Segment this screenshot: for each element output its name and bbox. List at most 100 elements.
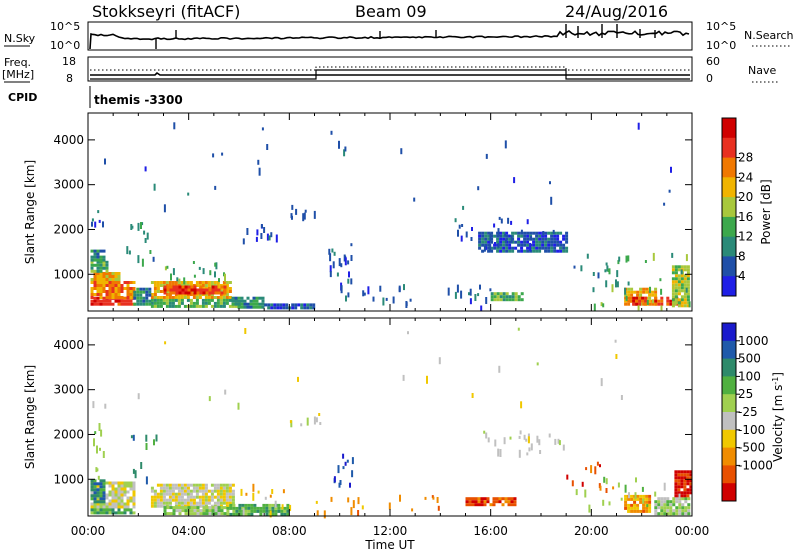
power-cell bbox=[686, 295, 690, 299]
velocity-cell bbox=[277, 509, 281, 513]
power-cell bbox=[511, 298, 515, 302]
velocity-speck bbox=[523, 434, 526, 440]
power-speck bbox=[340, 263, 343, 268]
velocity-cell bbox=[648, 509, 652, 513]
velocity-cell bbox=[192, 501, 196, 505]
power-cell bbox=[499, 234, 503, 238]
velocity-cell bbox=[207, 498, 211, 502]
power-cell bbox=[565, 231, 569, 235]
power-speck bbox=[98, 219, 101, 223]
power-cell bbox=[111, 272, 115, 275]
power-cell bbox=[165, 301, 169, 305]
velocity-scatter bbox=[289, 413, 322, 428]
power-cell bbox=[627, 293, 631, 297]
power-cell bbox=[490, 249, 494, 253]
power-speck bbox=[685, 254, 688, 262]
y-tick-label: 3000 bbox=[53, 178, 84, 192]
power-speck bbox=[214, 185, 217, 190]
velocity-cell bbox=[225, 495, 229, 499]
power-cell bbox=[642, 290, 646, 294]
velocity-cell bbox=[672, 497, 676, 501]
power-cell bbox=[105, 272, 109, 275]
power-cell bbox=[139, 287, 143, 291]
velocity-cell bbox=[126, 502, 130, 506]
velocity-cell bbox=[210, 483, 214, 487]
power-cell bbox=[190, 288, 194, 292]
velocity-cell bbox=[180, 498, 184, 502]
velocity-cell bbox=[204, 489, 208, 493]
power-data-layer bbox=[90, 122, 691, 312]
power-cell bbox=[502, 243, 506, 247]
velocity-cell bbox=[192, 498, 196, 502]
velocity-cell bbox=[108, 481, 112, 485]
power-cell bbox=[225, 284, 229, 287]
power-block bbox=[133, 287, 152, 306]
power-cell bbox=[493, 234, 497, 238]
velocity-cell bbox=[123, 511, 127, 515]
power-speck bbox=[224, 273, 226, 282]
power-cell bbox=[180, 281, 184, 284]
power-cell bbox=[282, 306, 286, 310]
power-cell bbox=[136, 302, 140, 306]
velocity-cell bbox=[120, 493, 124, 497]
velocity-cell bbox=[645, 497, 649, 501]
velocity-cell bbox=[114, 481, 118, 485]
power-cell bbox=[129, 302, 133, 306]
velocity-speck bbox=[257, 490, 260, 494]
power-speck bbox=[469, 298, 472, 305]
velocity-cell bbox=[186, 495, 190, 499]
power-cell bbox=[126, 284, 130, 287]
velocity-speck bbox=[269, 510, 272, 518]
power-cell bbox=[538, 237, 542, 241]
velocity-cell bbox=[624, 500, 628, 504]
power-cell bbox=[562, 243, 566, 247]
power-cell bbox=[496, 298, 500, 302]
power-colorbar-segment bbox=[722, 157, 736, 178]
velocity-cell bbox=[225, 486, 229, 490]
power-cell bbox=[162, 298, 166, 302]
power-cell bbox=[132, 281, 136, 284]
velocity-speck bbox=[426, 375, 428, 384]
power-cell bbox=[517, 240, 521, 244]
velocity-cell bbox=[165, 498, 169, 502]
velocity-cell bbox=[228, 501, 232, 505]
power-cell bbox=[93, 258, 97, 262]
velocity-cell bbox=[199, 512, 203, 516]
power-speck bbox=[646, 299, 649, 305]
power-speck bbox=[303, 212, 306, 220]
velocity-cell bbox=[174, 492, 178, 496]
nsky-series-line bbox=[89, 30, 690, 50]
power-speck bbox=[624, 287, 627, 295]
power-cell bbox=[252, 305, 256, 309]
velocity-speck bbox=[319, 422, 322, 425]
velocity-cell bbox=[214, 512, 218, 516]
velocity-cell bbox=[689, 485, 693, 489]
velocity-cell bbox=[683, 473, 687, 477]
velocity-colorbar-segment bbox=[722, 376, 736, 395]
power-cell bbox=[102, 272, 106, 275]
power-cell bbox=[674, 286, 678, 290]
power-cell bbox=[102, 278, 106, 281]
power-cell bbox=[96, 287, 100, 290]
power-cell bbox=[502, 246, 506, 250]
power-cell bbox=[677, 289, 681, 293]
velocity-cell bbox=[153, 504, 157, 508]
velocity-cell bbox=[202, 506, 206, 510]
power-cell bbox=[645, 290, 649, 294]
power-cell bbox=[189, 281, 193, 284]
power-cell bbox=[105, 281, 109, 284]
power-cell bbox=[635, 299, 639, 303]
power-speck bbox=[302, 213, 305, 222]
velocity-cell bbox=[225, 504, 229, 508]
velocity-cell bbox=[196, 509, 200, 513]
velocity-colorbar-segment bbox=[722, 429, 736, 449]
velocity-speck bbox=[94, 431, 97, 435]
power-cell bbox=[641, 299, 645, 303]
velocity-scatter bbox=[333, 453, 354, 488]
power-speck bbox=[330, 130, 333, 135]
velocity-cell bbox=[271, 512, 275, 516]
y-tick-label: 1000 bbox=[53, 267, 84, 281]
velocity-cell bbox=[262, 503, 266, 507]
velocity-cell bbox=[102, 502, 106, 506]
velocity-speck bbox=[93, 438, 95, 447]
